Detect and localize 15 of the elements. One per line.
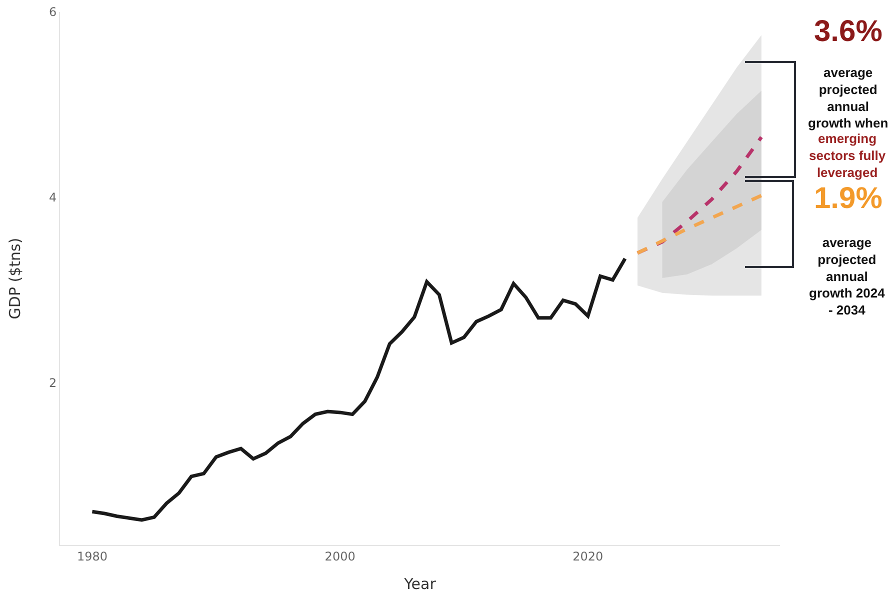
text: 1.9% (814, 182, 882, 215)
text: emerging sectors fully leveraged (809, 131, 886, 180)
x-tick-label: 2020 (572, 549, 604, 564)
y-tick-label: 4 (48, 190, 57, 205)
x-tick-label: 2000 (324, 549, 356, 564)
y-tick-label: 6 (48, 5, 57, 20)
line-series (636, 194, 764, 255)
text: 3.6% (814, 15, 882, 48)
x-tick-label: 1980 (76, 549, 108, 564)
x-axis-title: Year (403, 575, 437, 593)
text: average projected annual growth when (808, 65, 888, 131)
text: average projected annual growth 2024 - 2034 (809, 235, 886, 318)
y-tick-label: 2 (48, 376, 57, 390)
line-series (90, 256, 627, 522)
y-axis-title: GDP ($tns) (6, 238, 24, 320)
